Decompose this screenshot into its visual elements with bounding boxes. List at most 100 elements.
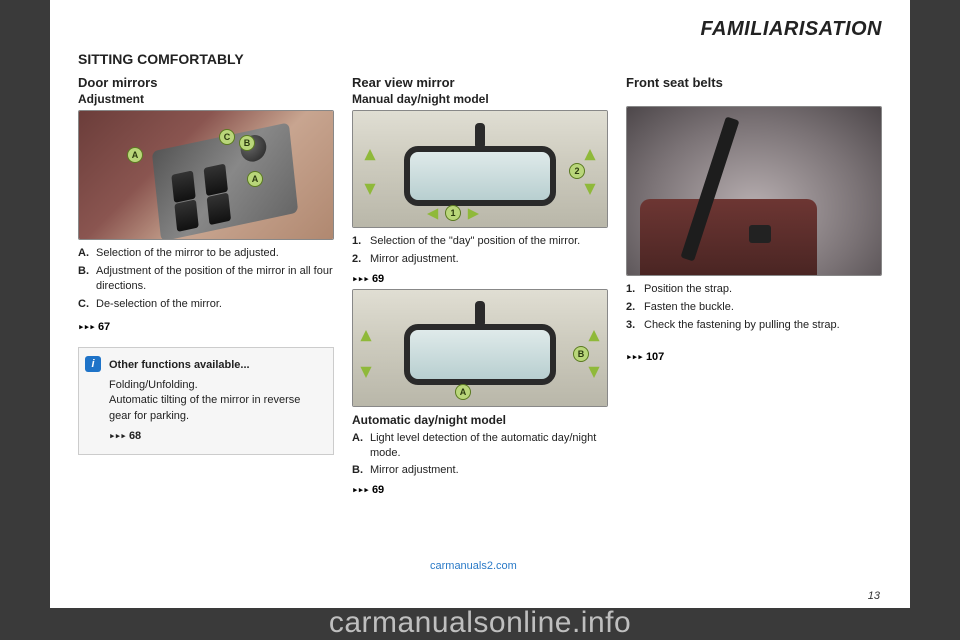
arrow-icon [359, 330, 373, 344]
arrow-icon [363, 149, 377, 163]
roof-illustration: 1 2 [353, 111, 607, 227]
item-text: Fasten the buckle. [644, 300, 882, 315]
list-item: 3. Check the fastening by pulling the st… [626, 318, 882, 333]
item-key: C. [78, 297, 96, 312]
col-door-mirrors: Door mirrors Adjustment A A B C [78, 75, 334, 496]
list-item: 2. Mirror adjustment. [352, 252, 608, 267]
callout-badge-a: A [247, 171, 263, 187]
seat-cushion [640, 199, 818, 275]
item-key: B. [352, 463, 370, 478]
page-ref: ▸▸▸ 67 [78, 320, 334, 333]
page-number: 13 [868, 590, 880, 602]
ref-arrow-icon: ▸▸▸ [352, 483, 369, 496]
arrow-icon [587, 330, 601, 344]
col2-sub1: Manual day/night model [352, 92, 608, 106]
item-key: 2. [352, 252, 370, 267]
list-item: 1. Selection of the "day" position of th… [352, 234, 608, 249]
callout-badge-b: B [573, 346, 589, 362]
ref-arrow-icon: ▸▸▸ [626, 350, 643, 363]
door-mirrors-image: A A B C [78, 110, 334, 240]
list-item: 2. Fasten the buckle. [626, 300, 882, 315]
col2-list1: 1. Selection of the "day" position of th… [352, 234, 608, 270]
list-item: C. De-selection of the mirror. [78, 297, 334, 312]
list-item: A. Light level detection of the automati… [352, 431, 608, 461]
info-box: i Other functions available... Folding/U… [78, 347, 334, 455]
ref-arrow-icon: ▸▸▸ [109, 429, 126, 442]
item-text: Mirror adjustment. [370, 463, 608, 478]
page-ref: ▸▸▸ 69 [352, 483, 608, 496]
door-panel-illustration: A A B C [79, 111, 333, 239]
rearview-manual-image: 1 2 [352, 110, 608, 228]
page-ref: ▸▸▸ 68 [109, 428, 323, 444]
col2-title: Rear view mirror [352, 75, 608, 90]
mirror-stalk [475, 301, 485, 327]
item-text: Check the fastening by pulling the strap… [644, 318, 882, 333]
arrow-icon [359, 364, 373, 378]
content-columns: Door mirrors Adjustment A A B C [78, 75, 882, 496]
callout-badge-2: 2 [569, 163, 585, 179]
item-key: 1. [352, 234, 370, 249]
window-switch [174, 199, 198, 232]
ref-arrow-icon: ▸▸▸ [352, 272, 369, 285]
watermark-inline: carmanuals2.com [430, 560, 517, 572]
item-text: Selection of the mirror to be adjusted. [96, 246, 334, 261]
item-text: De-selection of the mirror. [96, 297, 334, 312]
item-text: Selection of the "day" position of the m… [370, 234, 608, 249]
col3-title: Front seat belts [626, 75, 882, 90]
page-ref: ▸▸▸ 69 [352, 272, 608, 285]
item-text: Mirror adjustment. [370, 252, 608, 267]
window-switch [171, 170, 195, 203]
callout-badge-c: C [219, 129, 235, 145]
col1-subtitle: Adjustment [78, 92, 334, 106]
roof-illustration: A B [353, 290, 607, 406]
callout-badge-a: A [455, 384, 471, 400]
watermark-footer: carmanualsonline.info [0, 606, 960, 640]
mirror-glass [404, 146, 556, 206]
callout-badge-a: A [127, 147, 143, 163]
item-text: Light level detection of the automatic d… [370, 431, 608, 461]
seatbelt-image [626, 106, 882, 276]
item-key: A. [78, 246, 96, 261]
col2-list2: A. Light level detection of the automati… [352, 431, 608, 482]
list-item: 1. Position the strap. [626, 282, 882, 297]
ref-number: 69 [372, 273, 384, 285]
section-title: SITTING COMFORTABLY [78, 51, 882, 67]
mirror-glass [404, 324, 556, 384]
manual-page: FAMILIARISATION SITTING COMFORTABLY Door… [50, 0, 910, 608]
seat-illustration [627, 107, 881, 275]
buckle [749, 225, 771, 243]
chapter-title: FAMILIARISATION [78, 18, 882, 41]
arrow-icon [583, 149, 597, 163]
col1-list: A. Selection of the mirror to be adjuste… [78, 246, 334, 314]
callout-badge-b: B [239, 135, 255, 151]
ref-number: 69 [372, 484, 384, 496]
item-key: A. [352, 431, 370, 461]
rearview-auto-image: A B [352, 289, 608, 407]
list-item: A. Selection of the mirror to be adjuste… [78, 246, 334, 261]
arrow-icon [363, 181, 377, 195]
mirror-stalk [475, 123, 485, 149]
info-line: Folding/Unfolding. [109, 378, 323, 393]
arrow-icon [587, 364, 601, 378]
window-switch [207, 192, 231, 225]
info-title: Other functions available... [109, 358, 323, 373]
item-key: B. [78, 264, 96, 294]
spacer [626, 92, 882, 106]
callout-badge-1: 1 [445, 205, 461, 221]
ref-number: 68 [129, 430, 141, 442]
col2-sub2: Automatic day/night model [352, 413, 608, 427]
col-seat-belts: Front seat belts 1. Position the strap. … [626, 75, 882, 496]
item-key: 2. [626, 300, 644, 315]
list-item: B. Mirror adjustment. [352, 463, 608, 478]
item-key: 1. [626, 282, 644, 297]
arrow-icon [583, 181, 597, 195]
page-ref: ▸▸▸ 107 [626, 350, 882, 363]
item-key: 3. [626, 318, 644, 333]
info-line: Automatic tilting of the mirror in rever… [109, 393, 323, 424]
ref-number: 67 [98, 321, 110, 333]
arrow-icon [465, 207, 479, 221]
col1-title: Door mirrors [78, 75, 334, 90]
col3-list: 1. Position the strap. 2. Fasten the buc… [626, 282, 882, 336]
info-icon: i [85, 356, 101, 372]
ref-arrow-icon: ▸▸▸ [78, 320, 95, 333]
